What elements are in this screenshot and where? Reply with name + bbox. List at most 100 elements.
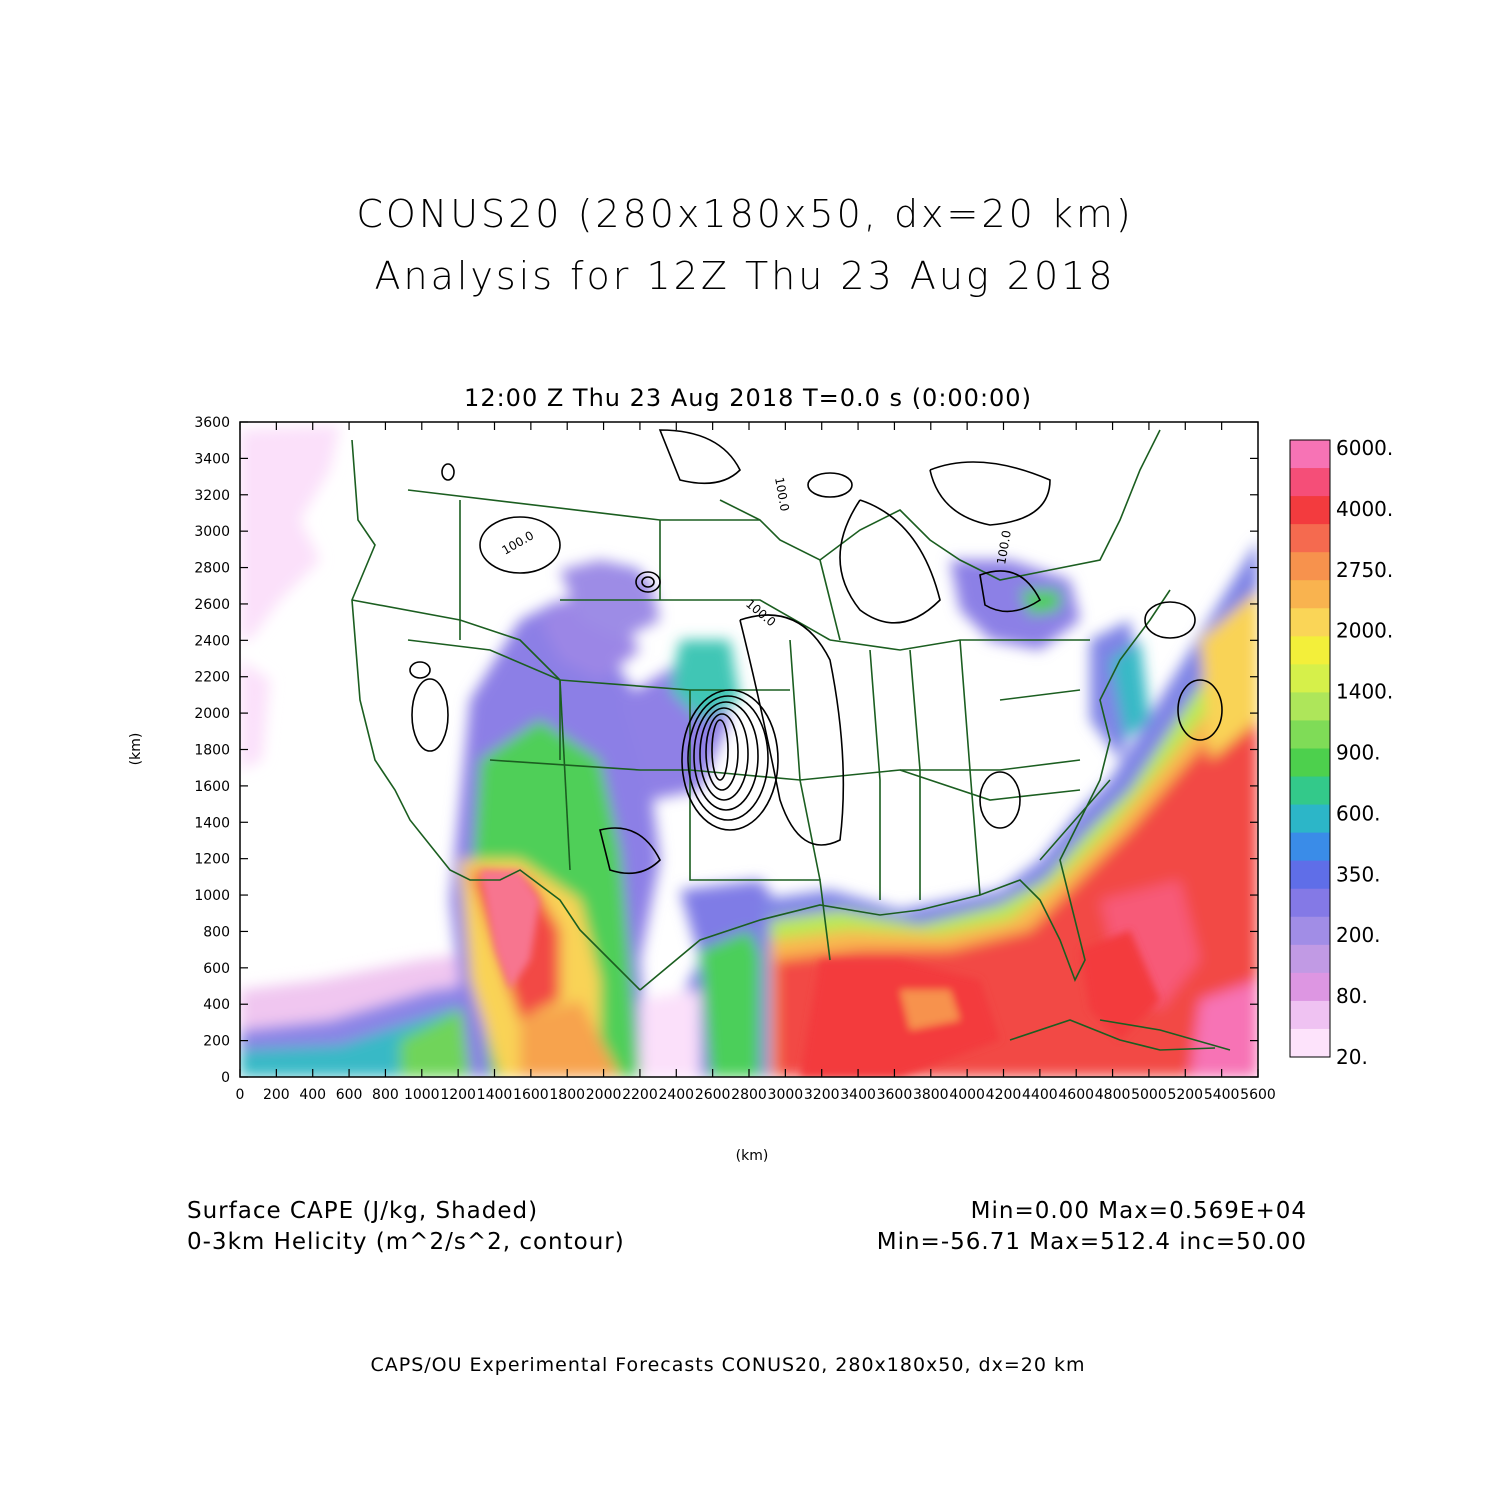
- y-tick-label: 2600: [194, 597, 230, 613]
- y-tick-label: 600: [203, 961, 230, 977]
- y-tick-label: 2000: [194, 706, 230, 722]
- y-tick-label: 0: [221, 1070, 230, 1086]
- y-tick-label: 2800: [194, 561, 230, 577]
- title-line-2: Analysis for 12Z Thu 23 Aug 2018: [374, 254, 1116, 298]
- colorbar-swatch: [1290, 916, 1330, 946]
- x-tick-label: 2200: [622, 1087, 658, 1103]
- y-tick-label: 1000: [194, 888, 230, 904]
- x-tick-label: 5000: [1131, 1087, 1167, 1103]
- colorbar-swatch: [1290, 1000, 1330, 1030]
- helicity-stats: Min=-56.71 Max=512.4 inc=50.00: [876, 1229, 1307, 1255]
- x-tick-label: 2000: [586, 1087, 622, 1103]
- x-tick-label: 200: [263, 1087, 290, 1103]
- y-tick-label: 3000: [194, 524, 230, 540]
- y-tick-label: 800: [203, 924, 230, 940]
- y-axis-ticks: 0 200 400 600 800 1000 1200 1400 1600 1800 2000 220…: [194, 415, 1258, 1086]
- x-tick-label: 2400: [658, 1087, 694, 1103]
- x-tick-label: 2600: [695, 1087, 731, 1103]
- colorbar-label: 4000.: [1336, 497, 1393, 521]
- colorbar-swatch: [1290, 552, 1330, 581]
- contour-label: 100.0: [994, 529, 1014, 565]
- colorbar-swatch: [1290, 496, 1330, 525]
- y-tick-label: 400: [203, 997, 230, 1013]
- colorbar-label: 1400.: [1336, 680, 1393, 704]
- contour-label: 100.0: [772, 476, 792, 512]
- x-tick-label: 4200: [986, 1087, 1022, 1103]
- colorbar-label: 900.: [1336, 741, 1381, 765]
- y-tick-label: 2400: [194, 633, 230, 649]
- x-tick-label: 5200: [1167, 1087, 1203, 1103]
- x-tick-label: 0: [236, 1087, 245, 1103]
- footer-credit: CAPS/OU Experimental Forecasts CONUS20, …: [370, 1354, 1086, 1376]
- colorbar-frame: [1289, 439, 1331, 1058]
- y-tick-label: 3400: [194, 451, 230, 467]
- x-tick-label: 3600: [877, 1087, 913, 1103]
- x-axis-ticks: 0 200 400 600 800 1000 1200 1400 1600 1800 2000 220…: [236, 422, 1276, 1103]
- y-tick-label: 3600: [194, 415, 230, 431]
- colorbar-label: 2000.: [1336, 619, 1393, 643]
- colorbar-swatch: [1290, 804, 1330, 834]
- x-tick-label: 5600: [1240, 1087, 1276, 1103]
- colorbar-swatch: [1290, 468, 1330, 497]
- colorbar-label: 2750.: [1336, 558, 1393, 582]
- cape-stats: Min=0.00 Max=0.569E+04: [970, 1198, 1307, 1224]
- plot-subtitle: 12:00 Z Thu 23 Aug 2018 T=0.0 s (0:00:00…: [464, 384, 1032, 412]
- colorbar-swatch: [1290, 860, 1330, 890]
- x-tick-label: 3400: [840, 1087, 876, 1103]
- colorbar: 6000. 4000. 2750. 2000. 1400. 900. 600. 350. 200…: [1289, 436, 1393, 1069]
- x-tick-label: 2800: [731, 1087, 767, 1103]
- x-axis-label: (km): [736, 1148, 769, 1164]
- colorbar-swatch: [1290, 608, 1330, 637]
- x-tick-label: 1400: [477, 1087, 513, 1103]
- x-tick-label: 4600: [1058, 1087, 1094, 1103]
- x-tick-label: 3800: [913, 1087, 949, 1103]
- colorbar-swatch: [1290, 888, 1330, 918]
- x-tick-label: 5400: [1204, 1087, 1240, 1103]
- colorbar-swatch: [1290, 692, 1330, 721]
- colorbar-swatch: [1290, 972, 1330, 1002]
- colorbar-label: 20.: [1336, 1045, 1368, 1069]
- y-tick-label: 1400: [194, 815, 230, 831]
- x-tick-label: 1800: [549, 1087, 585, 1103]
- colorbar-swatch: [1290, 748, 1330, 778]
- x-tick-label: 3200: [804, 1087, 840, 1103]
- colorbar-label: 200.: [1336, 923, 1381, 947]
- colorbar-swatch: [1290, 720, 1330, 749]
- y-tick-label: 1800: [194, 743, 230, 759]
- colorbar-label: 600.: [1336, 801, 1381, 825]
- y-tick-label: 1200: [194, 852, 230, 868]
- colorbar-label: 6000.: [1336, 436, 1393, 460]
- x-tick-label: 3000: [768, 1087, 804, 1103]
- x-tick-label: 4000: [949, 1087, 985, 1103]
- colorbar-label: 350.: [1336, 862, 1381, 886]
- colorbar-swatch: [1290, 524, 1330, 553]
- colorbar-swatch: [1290, 664, 1330, 693]
- y-tick-label: 1600: [194, 779, 230, 795]
- x-tick-label: 4400: [1022, 1087, 1058, 1103]
- x-tick-label: 1600: [513, 1087, 549, 1103]
- x-tick-label: 400: [299, 1087, 326, 1103]
- colorbar-swatch: [1290, 832, 1330, 862]
- x-tick-label: 4800: [1095, 1087, 1131, 1103]
- x-tick-label: 800: [372, 1087, 399, 1103]
- helicity-contours: [409, 429, 1223, 875]
- y-tick-label: 2200: [194, 670, 230, 686]
- field-description-helicity: 0-3km Helicity (m^2/s^2, contour): [187, 1229, 625, 1255]
- x-tick-label: 1000: [404, 1087, 440, 1103]
- title-line-1: CONUS20 (280x180x50, dx=20 km): [356, 192, 1134, 236]
- colorbar-swatch: [1290, 580, 1330, 609]
- colorbar-label: 80.: [1336, 984, 1368, 1008]
- y-axis-label: (km): [128, 733, 144, 766]
- map-boundaries: [351, 429, 1231, 1051]
- colorbar-swatch: [1290, 1028, 1330, 1058]
- x-tick-label: 1200: [440, 1087, 476, 1103]
- colorbar-swatch: [1290, 944, 1330, 974]
- colorbar-swatch: [1290, 776, 1330, 806]
- y-tick-label: 200: [203, 1034, 230, 1050]
- colorbar-swatch: [1290, 636, 1330, 665]
- x-tick-label: 600: [336, 1087, 363, 1103]
- y-tick-label: 3200: [194, 488, 230, 504]
- colorbar-swatch: [1290, 440, 1330, 469]
- field-description-cape: Surface CAPE (J/kg, Shaded): [187, 1198, 539, 1224]
